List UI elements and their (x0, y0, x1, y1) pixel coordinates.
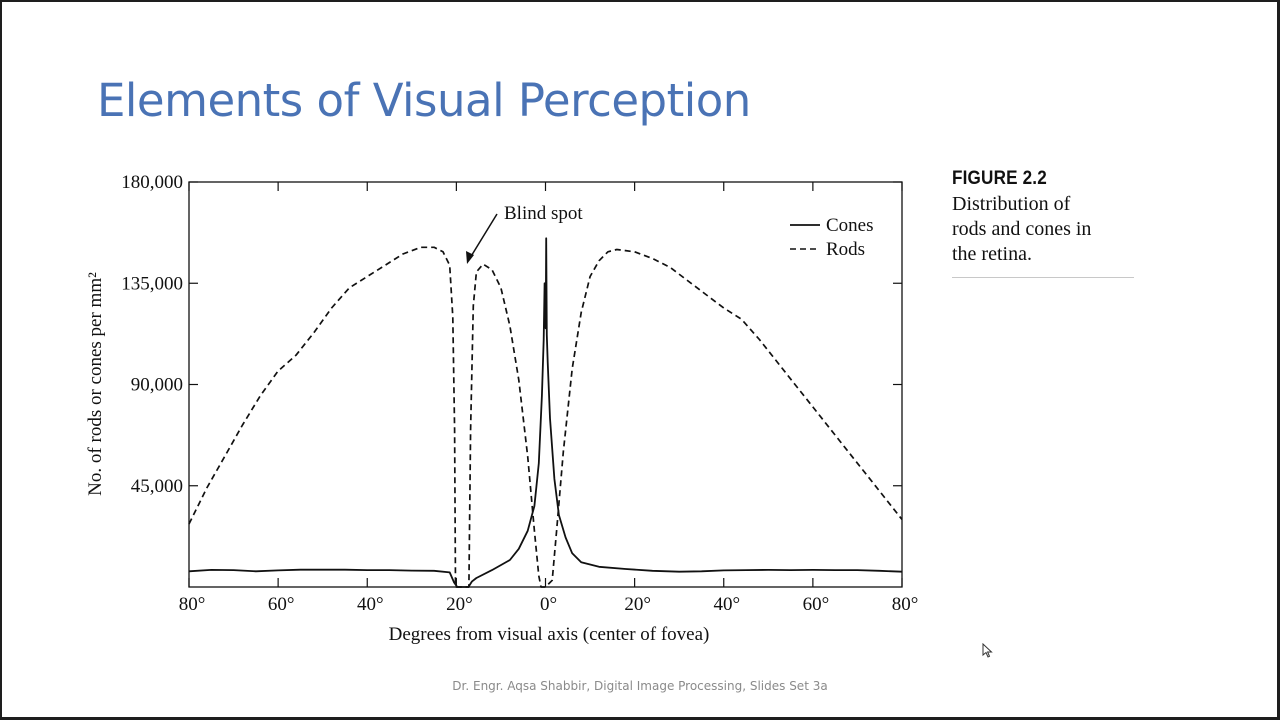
caption-divider (952, 277, 1134, 278)
legend-label-cones: Cones (826, 215, 874, 236)
blind-spot-arrowhead (466, 251, 474, 264)
x-tick-label: 60° (803, 594, 830, 615)
mouse-pointer-icon (982, 643, 993, 658)
x-axis-label: Degrees from visual axis (center of fove… (389, 624, 710, 645)
legend-label-rods: Rods (826, 239, 865, 260)
y-tick-label: 90,000 (131, 375, 183, 396)
caption-line: the retina. (952, 243, 1032, 265)
figure-caption: FIGURE 2.2 Distribution of rods and cone… (952, 168, 1134, 267)
caption-line: rods and cones in (952, 218, 1092, 240)
blind-spot-arrow (469, 213, 498, 259)
x-tick-label: 20° (624, 594, 651, 615)
y-tick-label: 135,000 (121, 273, 183, 294)
x-tick-label: 80° (892, 594, 919, 615)
x-tick-label: 20° (446, 594, 473, 615)
slide-title: Elements of Visual Perception (97, 74, 751, 127)
series-line-rods (188, 246, 903, 588)
blind-spot-annotation: Blind spot (504, 203, 583, 224)
legend: Cones Rods (790, 215, 874, 260)
caption-line: Distribution of (952, 193, 1071, 215)
series-line-cones (188, 237, 903, 588)
x-tick-label: 40° (357, 594, 384, 615)
y-axis-label: No. of rods or cones per mm² (85, 272, 106, 496)
x-tick-label: 40° (713, 594, 740, 615)
figure-number: FIGURE 2.2 (952, 168, 1047, 189)
x-tick-label: 0° (540, 594, 557, 615)
x-tick-label: 60° (268, 594, 295, 615)
x-tick-label: 80° (179, 594, 206, 615)
y-tick-label: 45,000 (131, 476, 183, 497)
y-tick-label: 180,000 (121, 172, 183, 193)
caption-text: Distribution of rods and cones in the re… (952, 192, 1134, 267)
slide-footer: Dr. Engr. Aqsa Shabbir, Digital Image Pr… (452, 679, 828, 693)
